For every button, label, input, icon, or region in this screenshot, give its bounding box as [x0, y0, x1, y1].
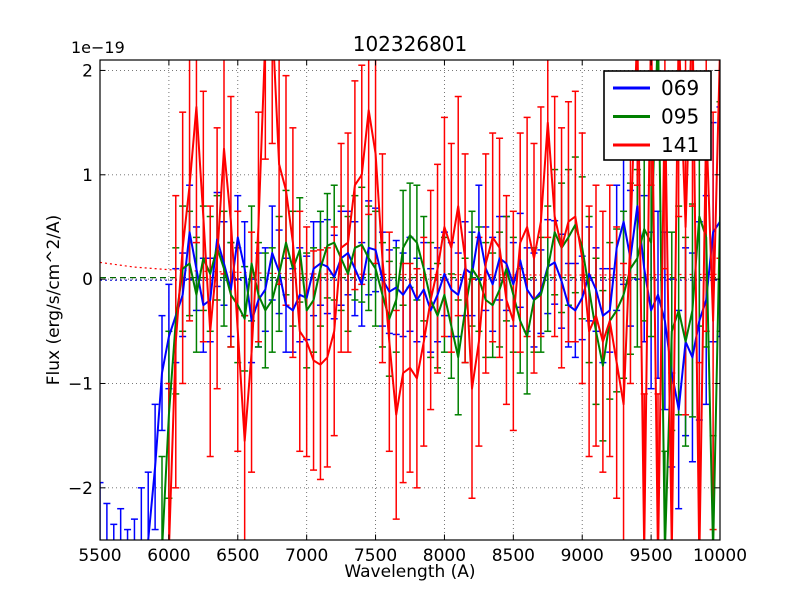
x-tick-label: 9500	[629, 546, 672, 566]
y-axis-label: Flux (erg/s/cm^2/A)	[44, 214, 64, 386]
y-tick-label: −1	[68, 374, 93, 394]
y-axis-offset-label: 1e−19	[71, 38, 125, 57]
legend-label-141: 141	[661, 133, 699, 157]
y-tick-label: −2	[68, 479, 93, 499]
tick-labels: 5500 6000 6500 7000 7500 8000 8500 9000 9500 1000…	[68, 61, 747, 566]
y-tick-label: 0	[82, 270, 93, 290]
y-tick-label: 2	[82, 61, 93, 81]
x-tick-label: 8000	[423, 546, 466, 566]
chart-title: 102326801	[352, 32, 468, 56]
x-tick-label: 5500	[78, 546, 121, 566]
tick-marks	[99, 60, 721, 540]
x-tick-label: 8500	[492, 546, 535, 566]
x-tick-label: 10000	[693, 546, 747, 566]
x-tick-label: 6500	[216, 546, 259, 566]
x-tick-label: 6000	[147, 546, 190, 566]
data-layer	[100, 60, 720, 540]
x-axis-label: Wavelength (A)	[344, 562, 476, 582]
legend-label-095: 095	[661, 105, 699, 129]
spectrum-line-069	[146, 205, 720, 540]
x-tick-label: 7500	[354, 546, 397, 566]
legend: 069 095 141	[603, 70, 712, 161]
x-tick-label: 7000	[285, 546, 328, 566]
spectrum-line-141	[168, 60, 720, 540]
x-tick-label: 9000	[561, 546, 604, 566]
y-tick-label: 1	[82, 166, 93, 186]
legend-label-069: 069	[661, 76, 699, 100]
axes-frame	[99, 59, 721, 541]
